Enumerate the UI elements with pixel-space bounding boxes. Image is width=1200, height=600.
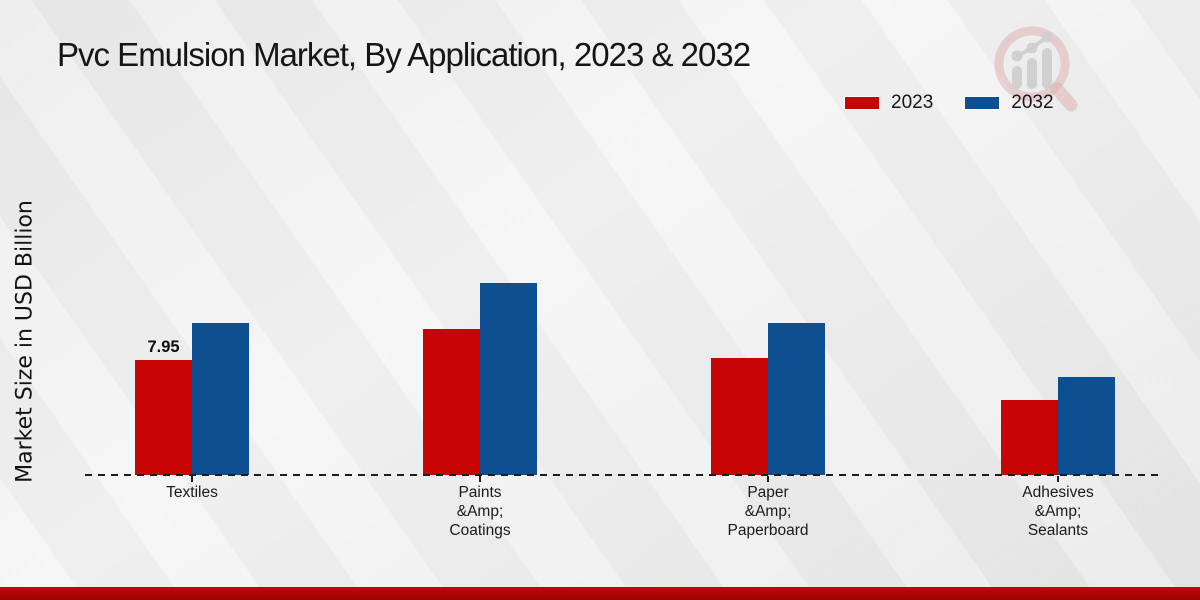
footer-accent-bar (0, 587, 1200, 600)
legend-item-2023: 2023 (844, 92, 934, 114)
legend-label-2023: 2023 (891, 92, 934, 113)
category-label: Paints &Amp; Coatings (449, 484, 511, 539)
logo-bars (1012, 48, 1052, 89)
logo-trend-line (1011, 31, 1053, 62)
bar-2023-cat1 (423, 329, 480, 475)
logo-magnifier-handle (1050, 82, 1078, 112)
x-axis-tick (1057, 476, 1059, 482)
brand-logo-watermark (994, 26, 1078, 112)
bar-2032-cat3 (1058, 377, 1115, 475)
legend-swatch-2023 (844, 96, 880, 110)
bar-2023-cat2 (711, 358, 768, 475)
bar-2023-cat0 (135, 360, 192, 475)
legend-label-2032: 2032 (1011, 92, 1054, 113)
x-axis-baseline (85, 474, 1162, 476)
category-label: Textiles (166, 484, 218, 501)
legend-swatch-2032 (964, 96, 1001, 110)
bar-2032-cat2 (768, 323, 825, 475)
bar-value-label: 7.95 (147, 338, 180, 356)
logo-magnifier-ring (994, 26, 1070, 102)
category-label: Adhesives &Amp; Sealants (1022, 484, 1094, 539)
x-axis-tick (191, 476, 193, 482)
x-axis-tick (479, 476, 481, 482)
bar-2032-cat1 (480, 283, 537, 475)
legend: 2023 2032 (844, 92, 1054, 114)
x-axis-tick (767, 476, 769, 482)
legend-item-2032: 2032 (964, 92, 1054, 114)
category-label: Paper &Amp; Paperboard (727, 484, 809, 539)
bar-2023-cat3 (1001, 400, 1058, 475)
bar-2032-cat0 (192, 323, 249, 475)
chart-title: Pvc Emulsion Market, By Application, 202… (57, 36, 751, 73)
